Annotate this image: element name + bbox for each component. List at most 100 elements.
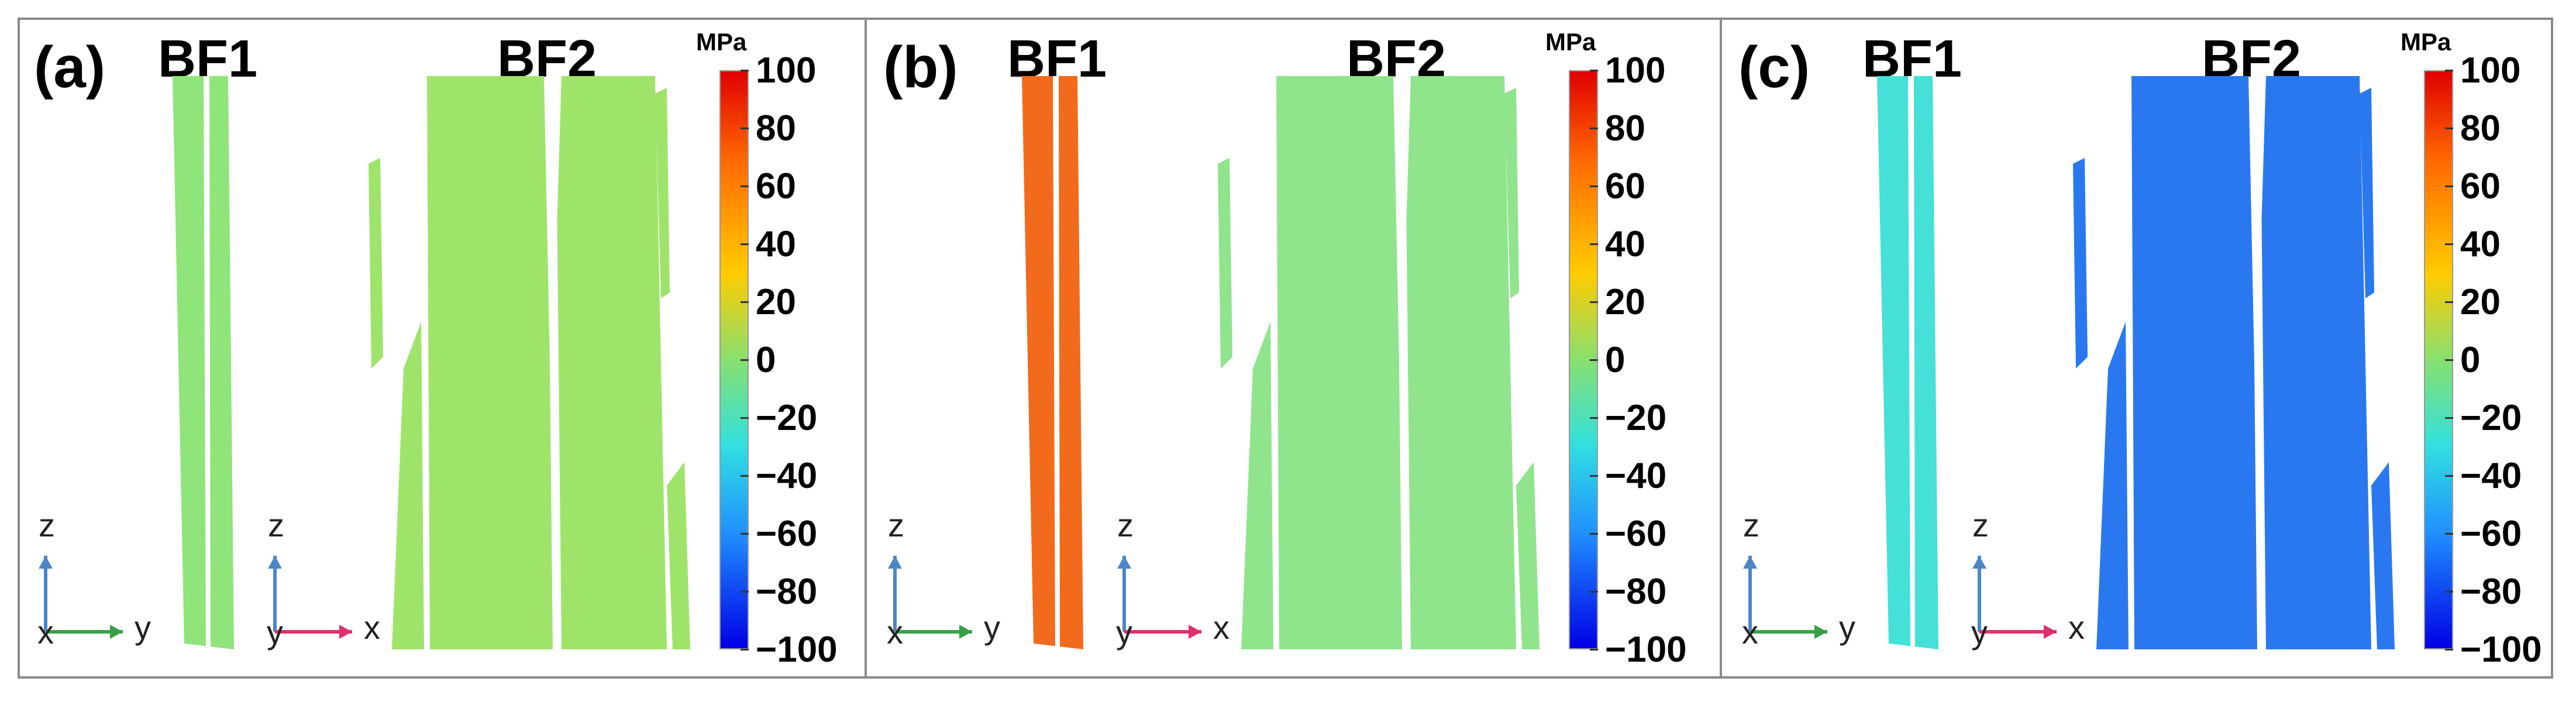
bf1-specimen	[173, 76, 234, 649]
bf2-fragment-right-lower	[2371, 462, 2395, 649]
colorbar-tick-mark	[2445, 417, 2453, 419]
colorbar-tick-label: 20	[1605, 282, 1645, 322]
colorbar-tick-label: 20	[756, 282, 796, 322]
bf2-fragment-right	[2360, 88, 2374, 298]
colorbar-tick-label: −20	[1605, 398, 1667, 438]
axis-z-arrow-right-head	[268, 556, 282, 569]
axis-z-label-left: z	[888, 507, 904, 543]
axis-x-arrow-head	[1189, 625, 1201, 639]
axis-z-label-right: z	[1117, 507, 1134, 543]
bf2-fragment-right-lower	[1516, 462, 1540, 649]
axis-x-origin-label: x	[887, 614, 903, 651]
colorbar-tick-label: 60	[1605, 166, 1645, 207]
colorbar-tick-mark	[1590, 649, 1598, 651]
bf2-fragment-right-lower	[667, 462, 690, 649]
bf2-fragment-left	[369, 158, 383, 369]
axis-z-arrow-left-head	[39, 556, 53, 569]
colorbar-tick-mark	[741, 533, 749, 535]
colorbar-tick-label: −100	[756, 629, 838, 670]
colorbar-tick-label: 0	[2460, 340, 2481, 380]
colorbar-tick-label: −20	[2460, 398, 2522, 438]
axis-y-label: y	[135, 609, 151, 646]
colorbar-tick-label: −40	[756, 456, 818, 496]
panel-divider-1	[865, 18, 867, 679]
colorbar-tick-mark	[2445, 301, 2453, 303]
axis-x-label: x	[364, 609, 380, 646]
colorbar-tick-label: −40	[2460, 456, 2522, 496]
colorbar-tick-mark	[2445, 243, 2453, 245]
axis-y-arrow-head	[959, 625, 972, 639]
colorbar-tick-label: 40	[2460, 224, 2501, 264]
panel-label: (b)	[883, 35, 958, 100]
figure-frame	[18, 18, 2553, 679]
bf2-gap	[1396, 76, 1411, 649]
colorbar-tick-label: −60	[1605, 514, 1667, 554]
bf2-fragment-left-lower	[392, 322, 424, 649]
bf2-gap	[2251, 76, 2266, 649]
stress-map	[1743, 76, 2395, 649]
bf2-fragment-left-lower	[1241, 322, 1273, 649]
colorbar-tick-mark	[1590, 417, 1598, 419]
panel-b: (b) BF1 BF2 MPa 100 80 60 40 20 0 −20 −40 −60 −80…	[867, 18, 1715, 679]
axis-x-arrow-head	[339, 625, 352, 639]
axis-y-origin-label: y	[1116, 614, 1132, 651]
axis-y-arrow-head	[110, 625, 123, 639]
axis-z-arrow-left-head	[1743, 556, 1757, 569]
colorbar-tick-mark	[741, 128, 749, 129]
colorbar-tick-label: 0	[756, 340, 776, 380]
colorbar-tick-label: 100	[756, 50, 817, 91]
bf2-fragment-left	[1218, 158, 1232, 369]
colorbar-tick-mark	[2445, 475, 2453, 477]
bf2-slab-right	[544, 76, 667, 649]
colorbar-tick-label: −20	[756, 398, 818, 438]
axis-y-arrow-head	[1814, 625, 1827, 639]
axis-y-origin-label: y	[267, 614, 283, 651]
bf2-slab-right	[1393, 76, 1516, 649]
unit-label: MPa	[1545, 28, 1596, 56]
colorbar-tick-mark	[2445, 185, 2453, 187]
colorbar-tick-mark	[1590, 591, 1598, 593]
panel-c: (c) BF1 BF2 MPa 100 80 60 40 20 0 −20 −40 −60 −80…	[1722, 18, 2570, 679]
colorbar-tick-label: 0	[1605, 340, 1626, 380]
colorbar-tick-label: −60	[756, 514, 818, 554]
colorbar-tick-mark	[1590, 475, 1598, 477]
bf1-slit	[1908, 76, 1915, 649]
colorbar-tick-mark	[1590, 128, 1598, 129]
colorbar-tick-mark	[2445, 128, 2453, 129]
colorbar-tick-label: 80	[1605, 108, 1645, 149]
colorbar-tick-mark	[2445, 359, 2453, 361]
colorbar-tick-label: −60	[2460, 514, 2522, 554]
colorbar-tick-mark	[741, 475, 749, 477]
colorbar-tick-label: 100	[2460, 50, 2521, 91]
colorbar-tick-mark	[741, 591, 749, 593]
bf1-slit	[204, 76, 211, 649]
colorbar-tick-mark	[741, 417, 749, 419]
colorbar-tick-label: 80	[2460, 108, 2501, 149]
bf2-fragment-right	[655, 88, 670, 298]
bf2-gap	[547, 76, 562, 649]
colorbar-tick-label: −80	[2460, 572, 2522, 612]
colorbar-tick-label: −100	[2460, 629, 2542, 670]
colorbar-tick-mark	[741, 649, 749, 651]
stress-map	[39, 76, 690, 649]
colorbar-tick-label: 60	[2460, 166, 2501, 207]
colorbar-tick-mark	[741, 185, 749, 187]
colorbar-tick-mark	[741, 359, 749, 361]
axis-z-label-right: z	[1972, 507, 1989, 543]
bf2-fragment-left	[2073, 158, 2088, 369]
colorbar-tick-mark	[741, 243, 749, 245]
colorbar-tick-label: −40	[1605, 456, 1667, 496]
axis-z-arrow-left-head	[888, 556, 902, 569]
colorbar-tick-label: 80	[756, 108, 796, 149]
colorbar-tick-mark	[1590, 533, 1598, 535]
bf2-slab-right	[2248, 76, 2371, 649]
colorbar-tick-label: −80	[756, 572, 818, 612]
panel-divider-2	[1720, 18, 1722, 679]
colorbar-tick-mark	[2445, 649, 2453, 651]
axis-z-arrow-right-head	[1972, 556, 1986, 569]
colorbar-tick-mark	[2445, 533, 2453, 535]
colorbar-tick-mark	[1590, 301, 1598, 303]
bf2-slab-left	[2131, 76, 2260, 649]
colorbar-tick-label: −100	[1605, 629, 1687, 670]
stress-map	[888, 76, 1540, 649]
